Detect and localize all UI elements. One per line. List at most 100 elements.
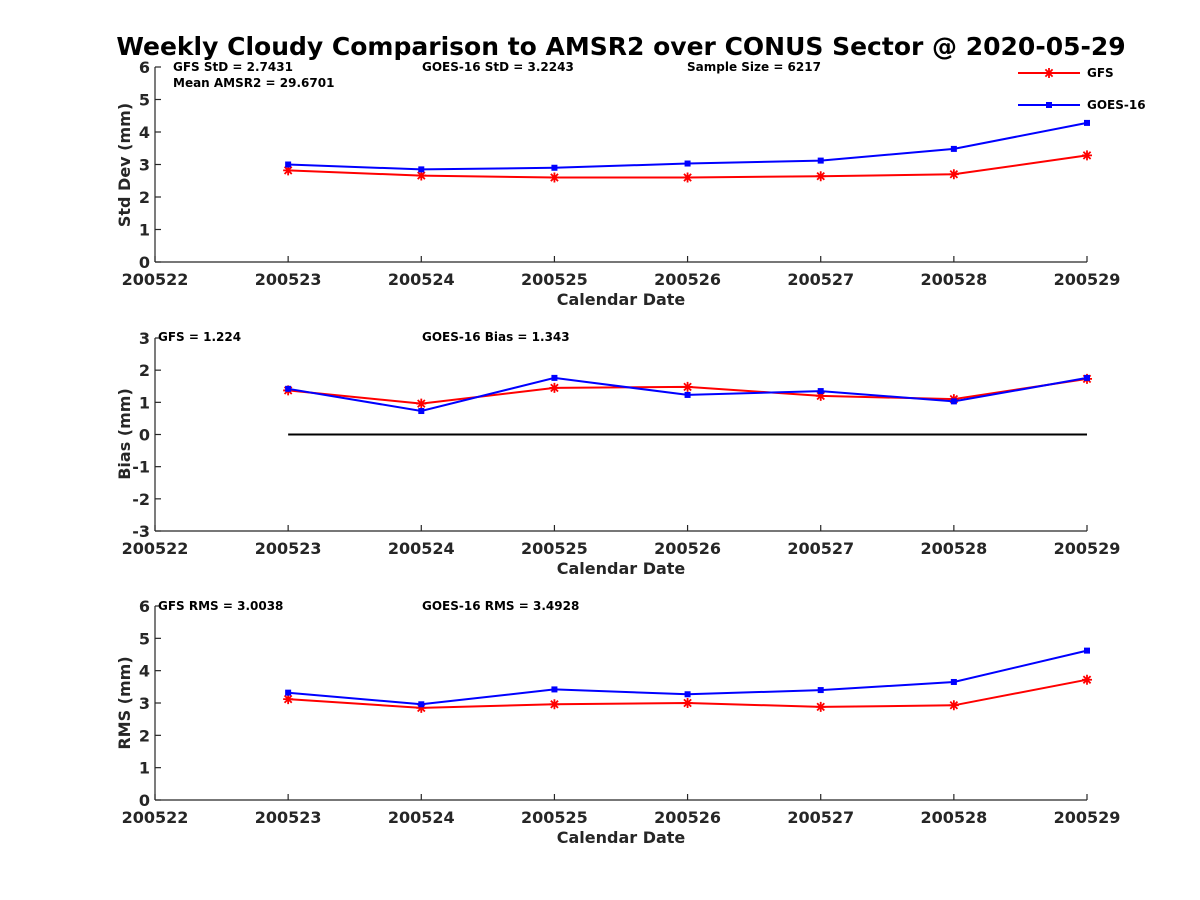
x-tick-label: 200525 <box>521 539 588 558</box>
y-tick-label: 3 <box>139 329 150 348</box>
x-tick-label: 200528 <box>920 808 987 827</box>
data-point-gfs <box>283 694 294 705</box>
rms-y-axis-label: RMS (mm) <box>115 656 134 749</box>
rms-x-axis-label: Calendar Date <box>557 828 686 847</box>
bias-y-axis-label: Bias (mm) <box>115 388 134 480</box>
data-point-gfs <box>815 390 826 401</box>
x-tick-label: 200524 <box>388 270 455 289</box>
y-tick-label: 2 <box>139 361 150 380</box>
y-tick-label: 6 <box>139 597 150 616</box>
data-point-goes-16 <box>684 691 691 698</box>
std-dev-panel: 200522 200523 200524 200525 200526 200527 2005… <box>115 58 1120 309</box>
x-tick-label: 200528 <box>920 270 987 289</box>
std-dev-y-axis-label: Std Dev (mm) <box>115 103 134 227</box>
y-tick-label: 1 <box>139 759 150 778</box>
y-tick-label: 1 <box>139 393 150 412</box>
y-tick-label: 6 <box>139 58 150 77</box>
data-point-gfs <box>948 169 959 180</box>
x-tick-label: 200529 <box>1054 539 1121 558</box>
bias-x-axis-label: Calendar Date <box>557 559 686 578</box>
data-point-gfs <box>549 699 560 710</box>
y-tick-label: 4 <box>139 662 150 681</box>
x-tick-label: 200524 <box>388 539 455 558</box>
data-point-goes-16 <box>551 164 558 171</box>
chart-title: Weekly Cloudy Comparison to AMSR2 over C… <box>116 32 1125 61</box>
data-point-gfs <box>283 165 294 176</box>
y-tick-label: -2 <box>132 490 150 509</box>
data-point-goes-16 <box>817 388 824 395</box>
data-point-gfs <box>416 398 427 409</box>
y-tick-label: 2 <box>139 726 150 745</box>
x-tick-label: 200523 <box>255 270 322 289</box>
stat-annotation: GOES-16 Bias = 1.343 <box>422 330 570 344</box>
data-point-gfs <box>549 382 560 393</box>
y-tick-label: 3 <box>139 156 150 175</box>
data-point-gfs <box>549 172 560 183</box>
data-point-goes-16 <box>285 689 292 696</box>
data-point-gfs <box>416 702 427 713</box>
x-tick-label: 200525 <box>521 808 588 827</box>
y-tick-label: 0 <box>139 426 150 445</box>
data-point-gfs <box>948 700 959 711</box>
x-tick-label: 200522 <box>122 539 189 558</box>
data-point-goes-16 <box>285 385 292 392</box>
data-point-goes-16 <box>1084 374 1090 381</box>
data-point-gfs <box>682 698 693 708</box>
y-tick-label: 5 <box>139 629 150 648</box>
stat-annotation: GOES-16 StD = 3.2243 <box>422 60 574 74</box>
x-tick-label: 200527 <box>787 808 854 827</box>
legend-label: GFS <box>1087 66 1114 80</box>
data-point-goes-16 <box>551 686 558 693</box>
stat-annotation: GOES-16 RMS = 3.4928 <box>422 599 579 613</box>
x-tick-label: 200528 <box>920 539 987 558</box>
stat-annotation: Sample Size = 6217 <box>687 60 821 74</box>
y-tick-label: 0 <box>139 253 150 272</box>
data-point-gfs <box>416 170 427 181</box>
legend-marker <box>1044 68 1054 78</box>
x-tick-label: 200522 <box>122 270 189 289</box>
y-tick-label: -1 <box>132 458 150 477</box>
legend-entry-goes-16: GOES-16 <box>1018 98 1146 112</box>
stat-annotation: GFS StD = 2.7431 <box>173 60 293 74</box>
data-point-gfs <box>682 381 693 392</box>
x-tick-label: 200527 <box>787 270 854 289</box>
x-tick-label: 200523 <box>255 808 322 827</box>
data-point-goes-16 <box>285 161 292 168</box>
std-dev-x-axis-label: Calendar Date <box>557 290 686 309</box>
y-tick-label: -3 <box>132 522 150 541</box>
x-tick-label: 200524 <box>388 808 455 827</box>
x-tick-label: 200529 <box>1054 270 1121 289</box>
x-tick-label: 200526 <box>654 270 721 289</box>
legend-label: GOES-16 <box>1087 98 1146 112</box>
data-point-goes-16 <box>950 678 957 685</box>
x-tick-label: 200523 <box>255 539 322 558</box>
x-tick-label: 200525 <box>521 270 588 289</box>
x-tick-label: 200526 <box>654 808 721 827</box>
y-tick-label: 1 <box>139 221 150 240</box>
data-point-gfs <box>815 701 826 712</box>
rms-panel: 200522 200523 200524 200525 200526 200527 2005… <box>115 597 1120 847</box>
data-point-goes-16 <box>684 391 691 398</box>
y-tick-label: 3 <box>139 694 150 713</box>
data-point-goes-16 <box>418 166 425 173</box>
x-tick-label: 200526 <box>654 539 721 558</box>
data-point-gfs <box>1082 150 1092 161</box>
stat-annotation: Mean AMSR2 = 29.6701 <box>173 76 334 90</box>
y-tick-label: 5 <box>139 91 150 110</box>
data-point-goes-16 <box>817 687 824 694</box>
legend-marker <box>1046 102 1052 108</box>
data-point-gfs <box>1082 674 1092 685</box>
legend-entry-gfs: GFS <box>1018 66 1114 80</box>
stat-annotation: GFS = 1.224 <box>158 330 241 344</box>
y-tick-label: 4 <box>139 123 150 142</box>
x-tick-label: 200529 <box>1054 808 1121 827</box>
data-point-goes-16 <box>950 398 957 405</box>
legend: GFS GOES-16 <box>1018 66 1146 112</box>
data-point-goes-16 <box>1084 647 1090 654</box>
data-point-gfs <box>815 171 826 182</box>
data-point-goes-16 <box>1084 119 1090 126</box>
y-tick-label: 2 <box>139 188 150 207</box>
data-point-goes-16 <box>950 145 957 152</box>
bias-panel: 200522 200523 200524 200525 200526 200527 2005… <box>115 329 1120 578</box>
